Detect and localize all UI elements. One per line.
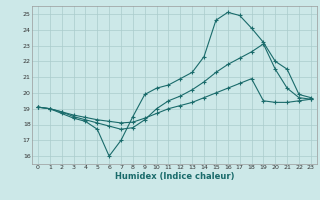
X-axis label: Humidex (Indice chaleur): Humidex (Indice chaleur) (115, 172, 234, 181)
